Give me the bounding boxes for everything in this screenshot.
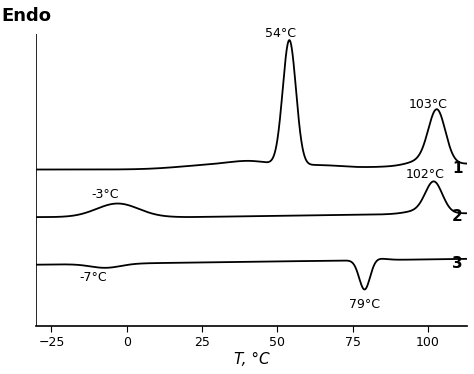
Text: 102°C: 102°C bbox=[405, 168, 444, 181]
X-axis label: T, °C: T, °C bbox=[234, 352, 270, 367]
Text: 2: 2 bbox=[452, 209, 463, 224]
Text: 54°C: 54°C bbox=[265, 27, 296, 40]
Text: 1: 1 bbox=[452, 161, 463, 176]
Text: 3: 3 bbox=[452, 256, 463, 271]
Text: -7°C: -7°C bbox=[80, 272, 108, 285]
Text: 103°C: 103°C bbox=[409, 98, 447, 111]
Text: Endo: Endo bbox=[2, 7, 52, 25]
Text: 79°C: 79°C bbox=[349, 298, 380, 311]
Text: -3°C: -3°C bbox=[92, 188, 119, 201]
